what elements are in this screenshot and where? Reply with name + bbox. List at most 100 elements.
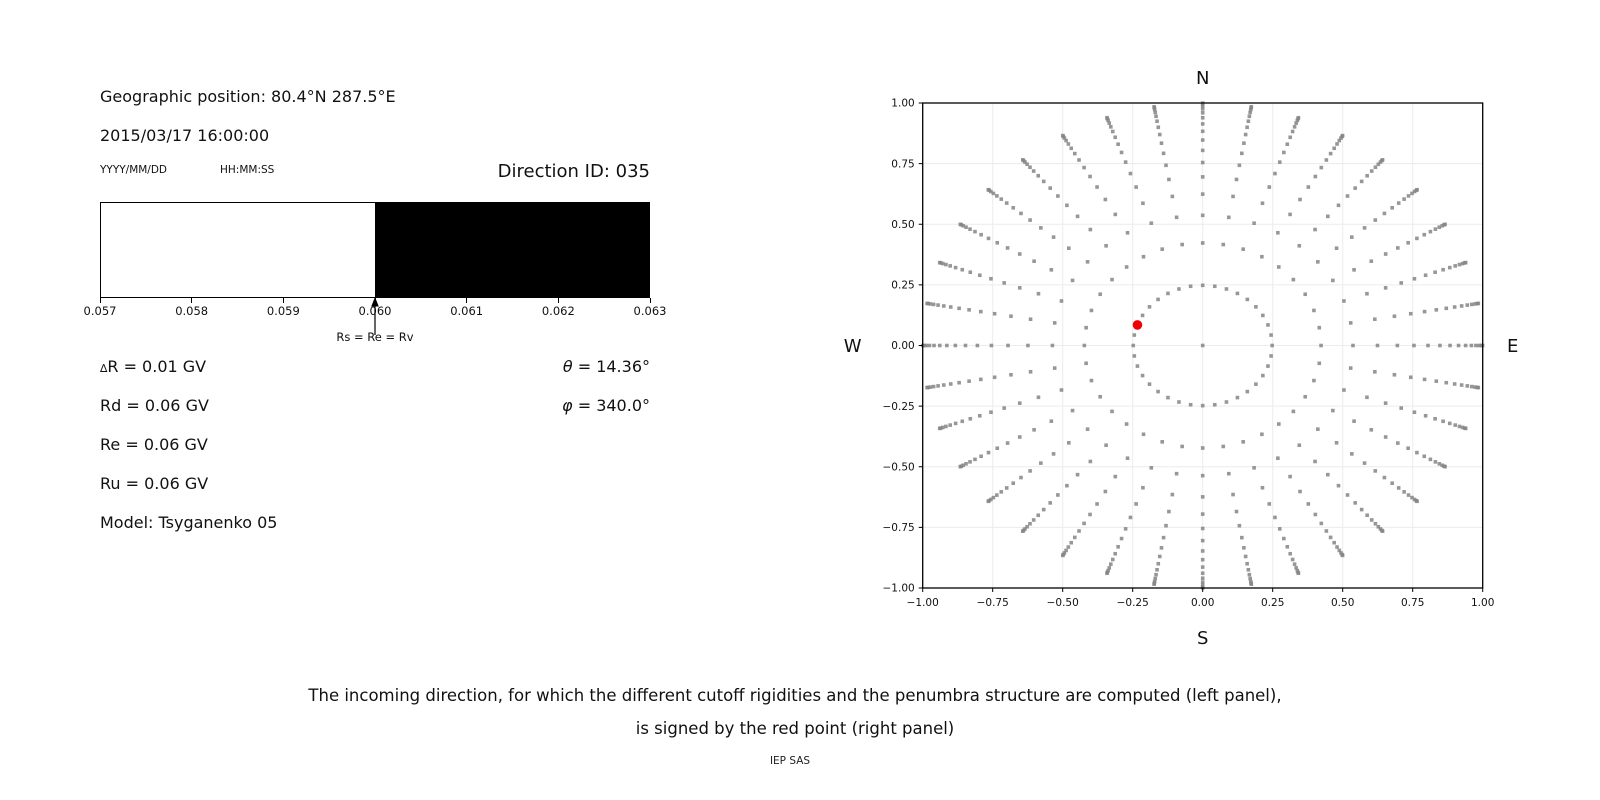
direction-dot [1052, 321, 1057, 325]
direction-dot [1234, 177, 1239, 182]
direction-dot [1234, 509, 1239, 514]
direction-dot [1088, 512, 1092, 517]
direction-dot [1248, 576, 1252, 581]
direction-dot [1353, 186, 1357, 190]
delta-r-text: R = 0.01 GV [107, 357, 207, 376]
direction-dot [1067, 441, 1071, 445]
direction-dot [1382, 475, 1387, 480]
direction-dot [1153, 576, 1158, 581]
direction-dot [1433, 270, 1437, 275]
direction-scatter-plot: −1.00 −0.75 −0.50 −0.25 0.00 0.25 0.50 0.75 1.00… [844, 68, 1519, 649]
direction-dot [928, 302, 933, 306]
x-tick-label: 0.25 [1261, 597, 1284, 609]
direction-id-label: Direction ID: 035 [497, 161, 650, 182]
direction-dot [1240, 535, 1244, 540]
direction-dot [1116, 142, 1120, 147]
direction-dot [1017, 435, 1022, 439]
direction-dot [1200, 115, 1205, 120]
direction-dot [1444, 306, 1449, 311]
direction-dot [1345, 194, 1350, 198]
direction-dot [1313, 512, 1318, 517]
penumbra-tick [466, 298, 468, 303]
direction-dot [1103, 197, 1108, 202]
direction-dot [1313, 174, 1318, 179]
direction-dot [1291, 409, 1296, 414]
direction-dot [1303, 394, 1308, 399]
direction-dot [1166, 291, 1170, 296]
direction-dot [1415, 450, 1419, 455]
direction-dot [1085, 427, 1090, 431]
direction-dot-vertical [1200, 343, 1205, 348]
direction-dot [1463, 343, 1468, 348]
theta-text: = 14.36° [572, 357, 650, 376]
direction-dot [1200, 138, 1205, 142]
direction-dot [1113, 212, 1118, 217]
direction-dot [1290, 557, 1295, 562]
direction-dot [1048, 501, 1053, 505]
direction-dot [1049, 268, 1054, 272]
direction-dot [1200, 565, 1205, 569]
direction-dot [995, 194, 999, 198]
y-tick-label: 0.50 [891, 219, 914, 231]
direction-dot [1221, 444, 1226, 449]
direction-dot [1072, 535, 1077, 540]
direction-dot [1174, 471, 1179, 476]
direction-dot [968, 270, 973, 275]
direction-dot [1248, 107, 1253, 112]
direction-dot [1113, 135, 1117, 140]
direction-dot [1246, 567, 1251, 572]
direction-dot [1465, 303, 1470, 307]
direction-dot [1200, 175, 1205, 179]
direction-dot [1180, 444, 1184, 449]
direction-dot [1224, 287, 1229, 291]
direction-dot [1084, 325, 1088, 330]
direction-dot [995, 493, 999, 497]
direction-dot [1028, 218, 1032, 222]
direction-dot [1469, 302, 1474, 307]
direction-dot [1260, 254, 1264, 259]
direction-dot [1277, 160, 1282, 164]
direction-dot [1383, 435, 1388, 439]
y-tick-label: −0.50 [883, 461, 915, 473]
direction-dot [1152, 579, 1157, 584]
direction-dot [1380, 158, 1385, 162]
direction-dot [1124, 422, 1129, 426]
direction-dot [1036, 395, 1041, 400]
direction-dot [1428, 229, 1433, 234]
direction-dot [1291, 277, 1296, 282]
direction-dot [1437, 462, 1442, 466]
direction-dot [1077, 158, 1081, 162]
direction-dot [1340, 133, 1345, 138]
direction-dot [1224, 400, 1229, 404]
y-tick-label: −0.25 [883, 401, 915, 413]
direction-dot [1004, 486, 1009, 490]
direction-dot [1303, 292, 1308, 297]
direction-dot [1107, 121, 1112, 125]
direction-dot [1200, 557, 1205, 562]
direction-dot [1452, 305, 1457, 309]
direction-dot [1011, 206, 1016, 210]
direction-dot [1415, 236, 1419, 241]
direction-dot [1402, 197, 1406, 201]
direction-dot [960, 419, 965, 424]
direction-dot [925, 301, 929, 306]
direction-dot [1277, 527, 1282, 531]
direction-dot [1298, 489, 1302, 494]
direction-dot [1457, 262, 1462, 267]
penumbra-tick-label: 0.061 [450, 304, 484, 318]
direction-dot [1221, 242, 1226, 247]
x-tick-label: −0.75 [977, 597, 1009, 609]
compass-east-label: E [1507, 336, 1518, 357]
penumbra-tick [282, 298, 284, 303]
direction-dot [1161, 535, 1166, 540]
direction-dot [1328, 535, 1333, 540]
direction-dot [1365, 395, 1369, 400]
direction-dot [1174, 215, 1179, 220]
direction-dot [1098, 292, 1102, 297]
direction-dot [1252, 466, 1256, 470]
direction-dot [958, 222, 963, 227]
caption-line2: is signed by the red point (right panel) [635, 719, 955, 738]
direction-dot [1335, 142, 1339, 146]
direction-dot [995, 446, 1000, 451]
direction-dot [1036, 173, 1041, 178]
